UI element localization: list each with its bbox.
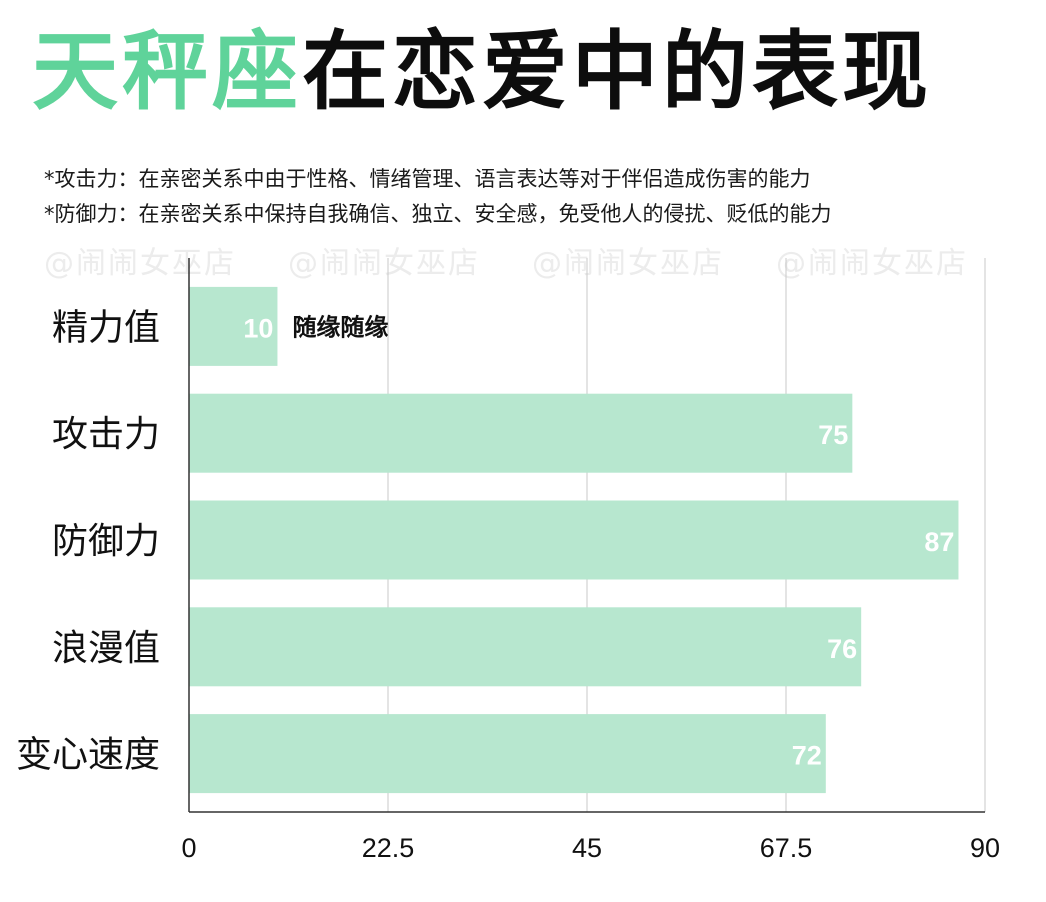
- bar: [189, 607, 862, 687]
- bar: [189, 714, 826, 794]
- x-tick-label: 22.5: [362, 833, 415, 863]
- bar: [189, 500, 959, 580]
- y-category-label: 精力值: [52, 307, 160, 348]
- bar: [189, 393, 853, 473]
- x-tick-label: 0: [181, 833, 196, 863]
- note-defense-definition: *防御力：在亲密关系中保持自我确信、独立、安全感，免受他人的侵扰、贬低的能力: [44, 202, 832, 226]
- bar-annotation: 随缘随缘: [292, 313, 388, 341]
- x-tick-label: 90: [970, 833, 1000, 863]
- watermark-text: @闹闹女巫店: [288, 246, 480, 281]
- bar-value-label: 10: [243, 313, 273, 343]
- y-category-label: 变心速度: [16, 735, 160, 776]
- y-category-label: 防御力: [52, 521, 160, 562]
- definition-notes: *攻击力：在亲密关系中由于性格、情绪管理、语言表达等对于伴侣造成伤害的能力 *防…: [44, 162, 832, 232]
- bar-value-label: 76: [827, 634, 857, 664]
- watermark-text: @闹闹女巫店: [532, 246, 724, 281]
- y-category-label: 攻击力: [52, 414, 160, 455]
- page-title: 天秤座在恋爱中的表现: [32, 22, 932, 122]
- note-attack-definition: *攻击力：在亲密关系中由于性格、情绪管理、语言表达等对于伴侣造成伤害的能力: [44, 167, 811, 191]
- y-category-label: 浪漫值: [52, 628, 160, 669]
- x-tick-label: 67.5: [760, 833, 813, 863]
- watermark-text: @闹闹女巫店: [44, 246, 236, 281]
- bar: [189, 286, 278, 366]
- title-accent: 天秤座: [32, 22, 302, 122]
- x-tick-label: 45: [572, 833, 602, 863]
- watermark-text: @闹闹女巫店: [776, 246, 968, 281]
- bar-value-label: 87: [924, 527, 954, 557]
- bar-value-label: 72: [792, 741, 822, 771]
- watermark: @闹闹女巫店 @闹闹女巫店 @闹闹女巫店 @闹闹女巫店: [44, 238, 1020, 282]
- bar-value-label: 75: [818, 420, 848, 450]
- title-rest: 在恋爱中的表现: [302, 22, 932, 122]
